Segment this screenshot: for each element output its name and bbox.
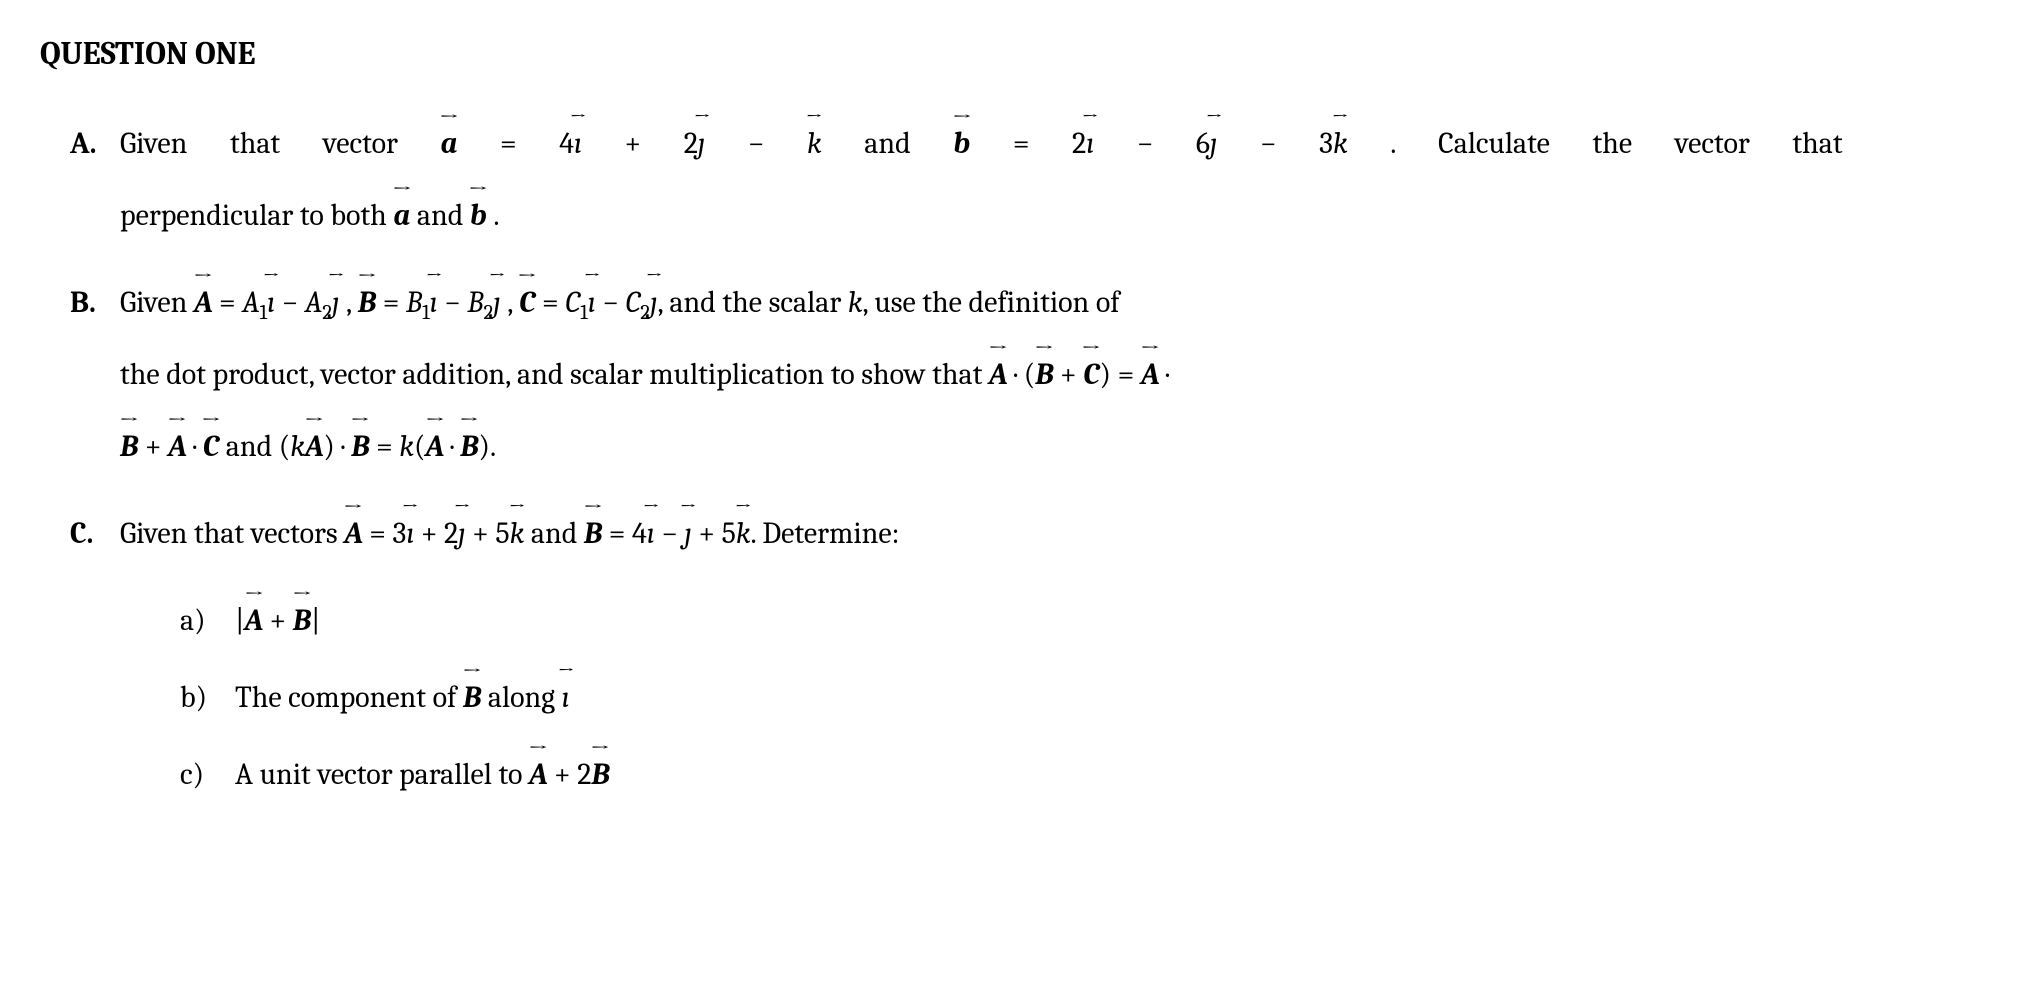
subpart-b-label: b) xyxy=(180,662,235,734)
part-c: C. Given that vectors A = 3ı + 2ȷ + 5k a… xyxy=(40,498,1984,570)
question-title: QUESTION ONE xyxy=(40,30,1984,78)
part-b: B. Given A = A1ı − A2ȷ , B = B1ı − B2ȷ ,… xyxy=(40,267,1984,483)
subpart-a-label: a) xyxy=(180,585,235,657)
part-c-content: Given that vectors A = 3ı + 2ȷ + 5k and … xyxy=(120,498,1984,570)
part-b-content: Given A = A1ı − A2ȷ , B = B1ı − B2ȷ , C … xyxy=(120,267,1984,483)
vector-B: B xyxy=(358,267,376,339)
vector-A: A xyxy=(194,267,212,339)
subpart-b-content: The component of B along ı xyxy=(235,662,1984,734)
subpart-a-content: |A + B| xyxy=(235,585,1984,657)
unit-j: ȷ xyxy=(698,108,705,180)
subpart-c-label: c) xyxy=(180,739,235,811)
subpart-c-content: A unit vector parallel to A + 2B xyxy=(235,739,1984,811)
part-b-label: B. xyxy=(70,267,120,483)
subpart-c: c) A unit vector parallel to A + 2B xyxy=(40,739,1984,811)
part-c-label: C. xyxy=(70,498,120,570)
subpart-a: a) |A + B| xyxy=(40,585,1984,657)
vector-a: a xyxy=(441,108,458,180)
part-a-content: Given that vector a = 4ı + 2ȷ − k and b … xyxy=(120,108,1984,252)
part-a: A. Given that vector a = 4ı + 2ȷ − k and… xyxy=(40,108,1984,252)
unit-k: k xyxy=(807,108,822,180)
vector-C: C xyxy=(519,267,535,339)
subpart-b: b) The component of B along ı xyxy=(40,662,1984,734)
vector-b: b xyxy=(953,108,970,180)
part-a-label: A. xyxy=(70,108,120,252)
unit-i: ı xyxy=(574,108,582,180)
